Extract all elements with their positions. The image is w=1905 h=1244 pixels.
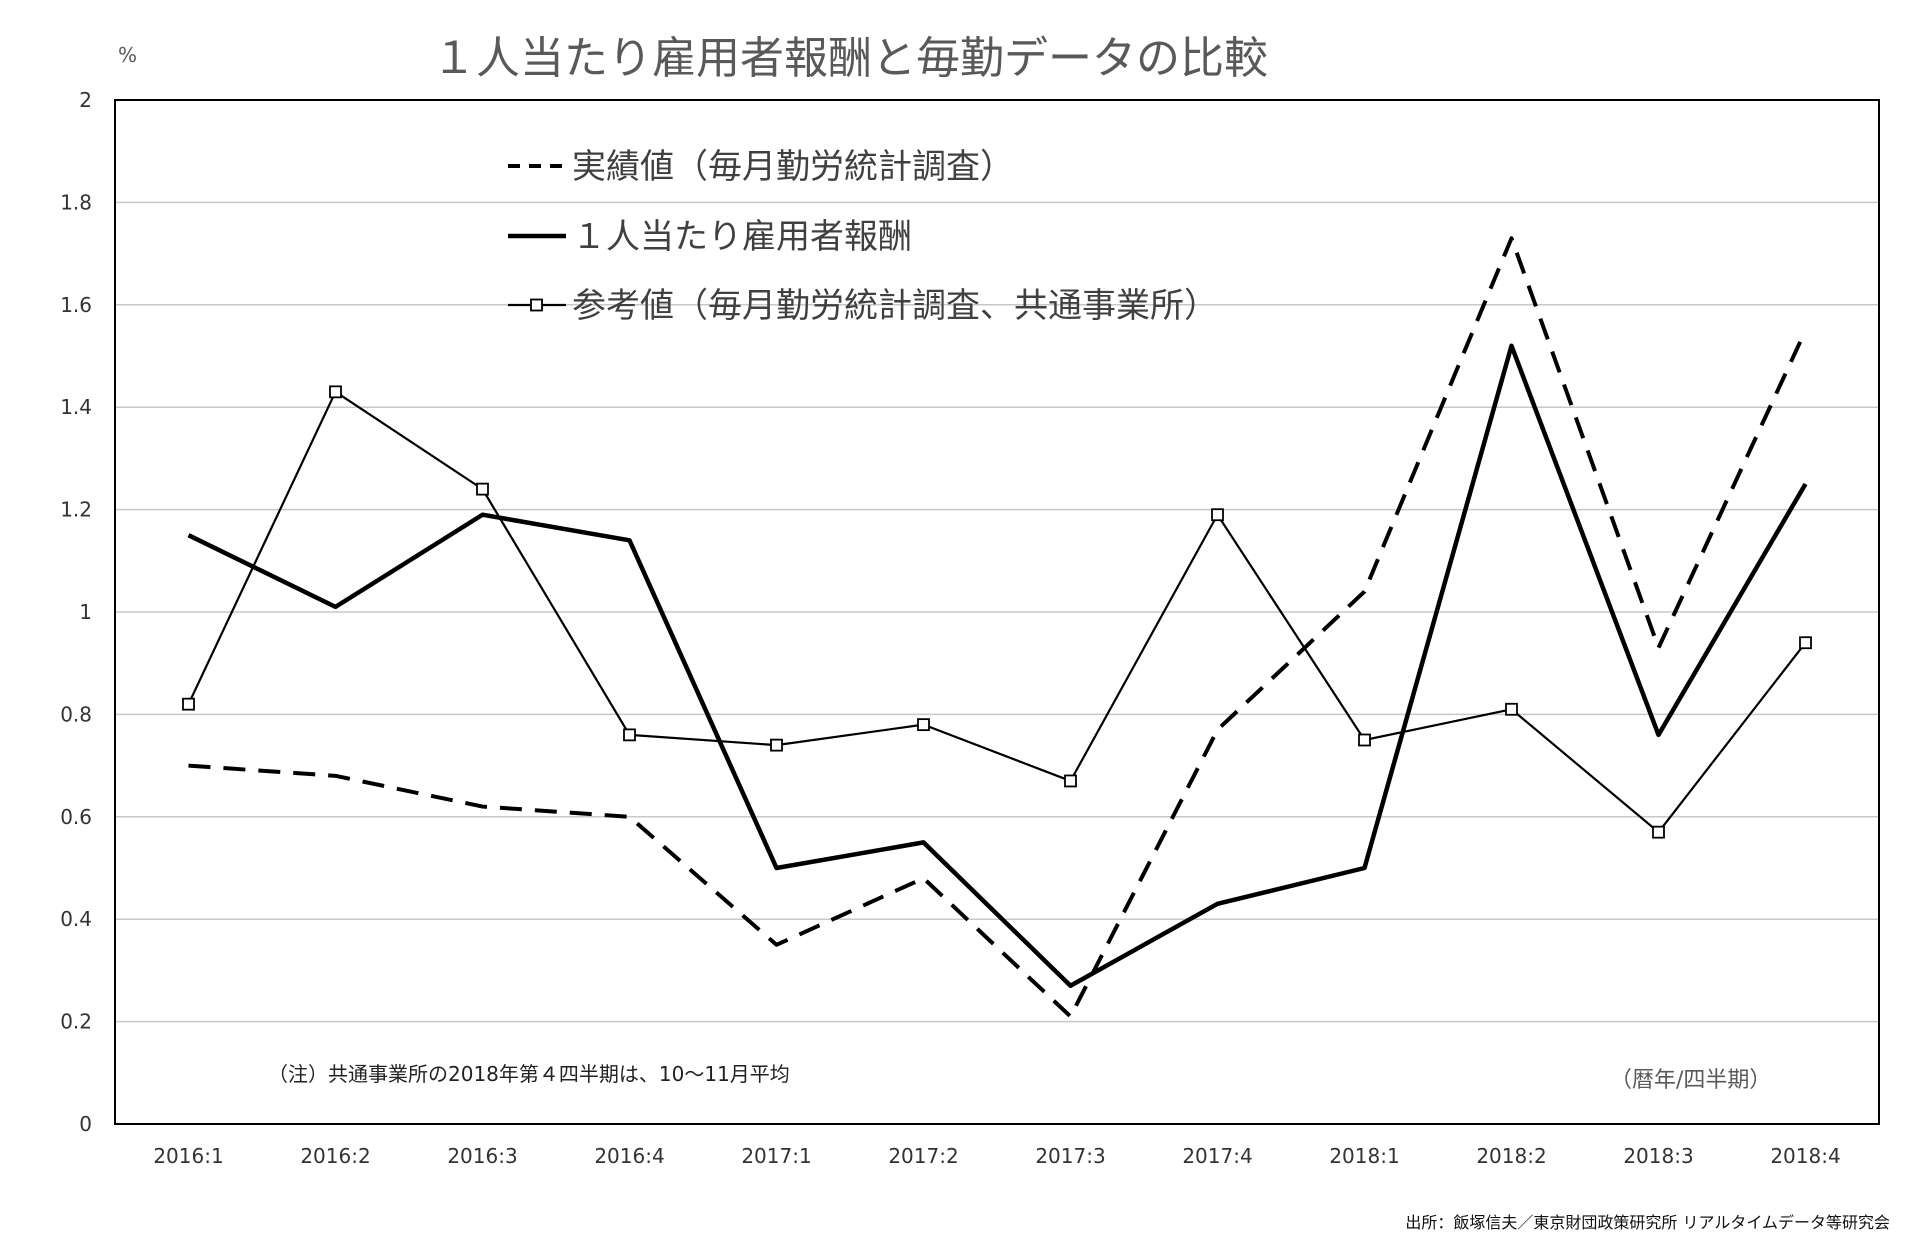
x-tick-label: 2018:2	[1476, 1144, 1546, 1168]
data-point-marker	[1064, 774, 1077, 788]
y-tick-label: 1	[79, 600, 92, 624]
x-tick-label: 2016:1	[153, 1144, 223, 1168]
x-tick-label: 2017:4	[1182, 1144, 1252, 1168]
footnote: （注）共通事業所の2018年第４四半期は、10～11月平均	[268, 1062, 790, 1086]
y-tick-label: 1.8	[60, 190, 92, 214]
chart-title: １人当たり雇用者報酬と毎勤データの比較	[432, 33, 1268, 84]
x-tick-label: 2018:4	[1770, 1144, 1840, 1168]
series-line-2	[187, 343, 1808, 989]
y-tick-label: 1.2	[60, 498, 92, 522]
y-tick-label: 1.4	[60, 395, 92, 419]
data-point-marker	[917, 718, 930, 732]
x-tick-label: 2016:4	[594, 1144, 664, 1168]
data-point-marker	[1211, 508, 1224, 522]
y-tick-label: 1.6	[60, 293, 92, 317]
data-point-marker	[1652, 825, 1665, 839]
data-point-marker	[329, 385, 342, 399]
series-lines	[182, 236, 1812, 1019]
x-tick-label: 2017:3	[1035, 1144, 1105, 1168]
y-unit-label: %	[118, 43, 137, 67]
y-tick-label: 2	[79, 88, 92, 112]
y-axis-ticks: 0 0.2 0.4 0.6 0.8 1 1.2 1.4 1.6 1.8 2	[60, 88, 92, 1136]
y-tick-label: 0.8	[60, 702, 92, 726]
legend: 実績値（毎月勤労統計調査） １人当たり雇用者報酬参考値（毎月勤労統計調査、共通事業…	[508, 147, 1218, 326]
x-tick-label: 2018:3	[1623, 1144, 1693, 1168]
x-tick-label: 2017:1	[741, 1144, 811, 1168]
x-axis-ticks: 2016:1 2016:2 2016:3 2016:4 2017:1 2017:2 2017…	[153, 1144, 1840, 1168]
data-point-marker	[476, 482, 489, 496]
series-line-1	[188, 236, 1808, 1019]
legend-label-2: １人当たり雇用者報酬	[572, 217, 912, 257]
data-point-marker	[1799, 636, 1812, 650]
period-label: （暦年/四半期）	[1610, 1068, 1771, 1093]
x-tick-label: 2018:1	[1329, 1144, 1399, 1168]
legend-label-1: 実績値（毎月勤労統計調査）	[572, 147, 1014, 187]
data-point-marker	[1505, 702, 1518, 716]
data-point-marker	[1358, 733, 1371, 747]
plot-area-border	[114, 99, 1880, 1125]
legend-marker	[530, 298, 543, 312]
data-point-marker	[623, 728, 636, 742]
y-tick-label: 0.6	[60, 805, 92, 829]
source-credit: 出所：飯塚信夫／東京財団政策研究所 リアルタイムデータ等研究会	[1405, 1213, 1890, 1232]
y-tick-label: 0.4	[60, 907, 92, 931]
x-tick-label: 2016:3	[447, 1144, 517, 1168]
series-line-3	[187, 390, 1807, 834]
gridlines	[115, 201, 1879, 1023]
x-tick-label: 2016:2	[300, 1144, 370, 1168]
data-point-marker	[770, 738, 783, 752]
x-tick-label: 2017:2	[888, 1144, 958, 1168]
legend-label-3: 参考値（毎月勤労統計調査、共通事業所）	[572, 286, 1218, 326]
y-tick-label: 0.2	[60, 1010, 92, 1034]
data-point-marker	[182, 697, 195, 711]
y-tick-label: 0	[79, 1112, 92, 1136]
